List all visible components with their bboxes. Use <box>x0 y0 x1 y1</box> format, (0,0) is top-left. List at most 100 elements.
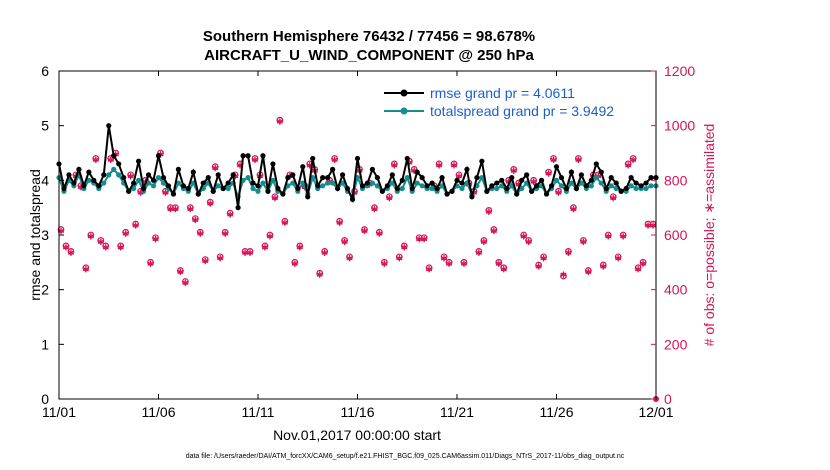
series-point <box>339 172 346 178</box>
series-point <box>310 155 316 162</box>
obs-assimilated-stroke <box>435 163 443 168</box>
series-point <box>374 183 380 189</box>
y2-tick-label: 1000 <box>664 118 695 134</box>
obs-assimilated-stroke <box>620 234 627 239</box>
y-tick-label: 6 <box>41 63 49 79</box>
obs-assimilated-marker <box>202 257 209 265</box>
series-point <box>61 185 67 192</box>
y-tick-label: 4 <box>41 172 49 188</box>
series-point <box>469 194 475 200</box>
obs-assimilated-marker <box>381 260 388 267</box>
obs-assimilated-marker <box>207 200 214 207</box>
obs-assimilated-stroke <box>565 250 572 255</box>
obs-assimilated-marker <box>376 230 383 237</box>
obs-assimilated-stroke <box>381 261 388 266</box>
obs-assimilated-stroke <box>261 245 269 250</box>
series-point <box>424 183 430 189</box>
obs-assimilated-stroke <box>361 228 368 234</box>
series-point <box>359 183 366 189</box>
obs-assimilated-marker <box>276 118 283 125</box>
obs-assimilated-marker <box>167 205 174 213</box>
obs-assimilated-marker <box>217 255 224 262</box>
obs-assimilated-stroke <box>346 256 353 261</box>
legend-box <box>380 78 652 122</box>
series-point <box>66 172 72 178</box>
obs-assimilated-marker <box>445 260 453 267</box>
y2-tick-label: 600 <box>664 227 688 243</box>
series-point <box>598 169 604 175</box>
series-point <box>618 188 624 194</box>
series-point <box>489 183 495 189</box>
series-point <box>394 185 400 192</box>
series-point <box>464 166 470 172</box>
obs-assimilated-stroke <box>266 234 274 239</box>
obs-assimilated-marker <box>610 194 617 202</box>
series-point <box>429 180 435 186</box>
obs-assimilated-stroke <box>152 236 159 242</box>
obs-assimilated-marker <box>266 233 274 240</box>
obs-assimilated-stroke <box>132 223 139 228</box>
obs-assimilated-marker <box>127 173 134 180</box>
series-point <box>379 188 385 194</box>
obs-assimilated-stroke <box>639 261 647 266</box>
obs-assimilated-marker <box>336 219 343 226</box>
series-point <box>608 183 614 189</box>
obs-assimilated-marker <box>540 255 547 262</box>
obs-assimilated-stroke <box>411 168 418 173</box>
obs-assimilated-marker <box>241 249 249 256</box>
series-point <box>145 172 152 178</box>
obs-assimilated-stroke <box>102 245 109 250</box>
series-point <box>648 183 654 189</box>
series-point <box>245 153 251 159</box>
obs-assimilated-stroke <box>291 261 298 266</box>
obs-assimilated-stroke <box>605 234 612 239</box>
y-tick-label: 5 <box>41 118 49 134</box>
series-point <box>499 183 505 189</box>
obs-assimilated-marker <box>585 268 592 276</box>
series-point <box>310 175 316 181</box>
data-file-footnote: data file: /Users/raeder/DAI/ATM_forcXX/… <box>186 453 625 460</box>
legend-rmse-label: rmse grand pr = 4.0611 <box>430 85 575 101</box>
obs-assimilated-stroke <box>197 231 204 236</box>
series-point <box>519 177 525 183</box>
obs-assimilated-stroke <box>540 256 547 261</box>
series-point <box>543 191 550 197</box>
series-point <box>290 172 296 178</box>
y2-tick-label: 800 <box>664 172 688 188</box>
obs-assimilated-stroke <box>321 250 328 255</box>
series-point <box>250 185 256 192</box>
obs-assimilated-stroke <box>555 190 562 195</box>
obs-assimilated-stroke <box>600 264 607 269</box>
obs-assimilated-stroke <box>246 250 254 255</box>
y-axis-label: rmse and totalspread <box>27 169 43 301</box>
legend-spread-marker <box>400 107 408 115</box>
obs-assimilated-stroke <box>510 168 517 173</box>
series-point <box>136 177 142 183</box>
series-point <box>534 183 540 189</box>
obs-assimilated-stroke <box>525 239 532 244</box>
obs-assimilated-marker <box>421 235 428 243</box>
obs-assimilated-marker <box>261 244 269 251</box>
obs-assimilated-marker <box>600 263 607 270</box>
obs-assimilated-marker <box>649 222 657 229</box>
series-point <box>235 205 241 211</box>
y2-tick-label: 0 <box>664 391 672 407</box>
obs-assimilated-marker <box>644 222 652 229</box>
series-point <box>121 175 127 181</box>
obs-assimilated-marker <box>386 194 393 202</box>
series-point <box>593 175 599 181</box>
obs-assimilated-stroke <box>212 165 219 171</box>
obs-assimilated-marker <box>401 244 408 251</box>
obs-assimilated-marker <box>480 238 487 246</box>
x-tick-label: 11/21 <box>440 404 474 420</box>
series-point <box>81 183 87 189</box>
obs-assimilated-stroke <box>207 201 214 206</box>
series-point <box>479 158 485 164</box>
obs-assimilated-stroke <box>630 157 637 162</box>
series-point <box>126 188 132 194</box>
series-point <box>150 183 157 189</box>
obs-assimilated-stroke <box>426 267 433 272</box>
obs-assimilated-stroke <box>177 269 184 275</box>
obs-assimilated-stroke <box>172 206 179 212</box>
